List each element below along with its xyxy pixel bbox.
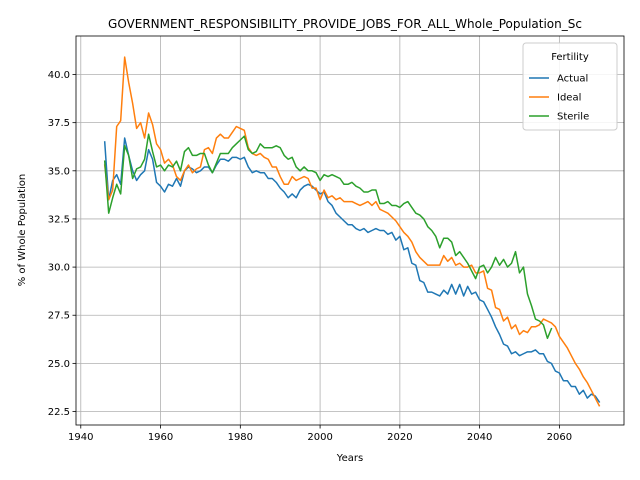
y-tick-label: 27.5 [48,311,70,322]
x-tick-label: 1980 [228,432,253,443]
x-tick-label: 2040 [467,432,492,443]
legend: Fertility Actual Ideal Sterile [522,42,618,131]
legend-title: Fertility [551,52,589,63]
plot-frame [75,35,625,426]
x-axis: 1940 1960 1980 2000 2020 2040 2060 [68,425,572,443]
y-tick-label: 40.0 [48,70,70,81]
legend-entries: Actual Ideal Sterile [529,74,589,123]
legend-label-sterile: Sterile [557,112,589,123]
y-tick-label: 22.5 [48,407,70,418]
y-tick-label: 30.0 [48,263,70,274]
chart-title: GOVERNMENT_RESPONSIBILITY_PROVIDE_JOBS_F… [108,17,582,31]
x-tick-label: 1940 [68,432,93,443]
y-axis: 22.5 25.0 27.5 30.0 32.5 35.0 37.5 40.0 [48,70,76,418]
y-axis-label: % of Whole Population [17,174,28,287]
grid [76,36,624,425]
series-line-ideal [103,56,601,407]
y-tick-label: 37.5 [48,118,70,129]
x-axis-label: Years [336,453,363,464]
x-tick-label: 2060 [547,432,572,443]
y-tick-label: 32.5 [48,214,70,225]
x-tick-label: 2000 [307,432,332,443]
legend-box [522,42,618,131]
series-lines [103,56,601,407]
legend-label-ideal: Ideal [557,93,581,104]
x-tick-label: 2020 [387,432,412,443]
series-line-sterile [103,133,553,340]
y-tick-label: 25.0 [48,359,70,370]
x-tick-label: 1960 [148,432,173,443]
y-tick-label: 35.0 [48,166,70,177]
legend-label-actual: Actual [557,74,588,85]
